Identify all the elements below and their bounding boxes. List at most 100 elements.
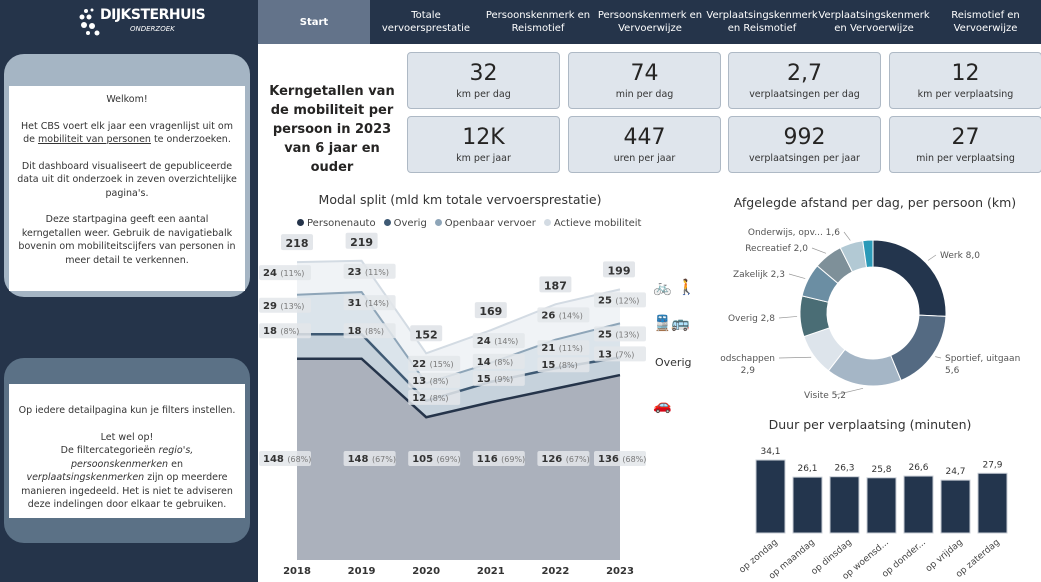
total-label-bg bbox=[603, 261, 635, 278]
dashboard-description: Dit dashboard visualiseert de gepublicee… bbox=[17, 160, 237, 199]
year-tick-label: 2020 bbox=[412, 566, 440, 577]
bar-value-label: 26,6 bbox=[908, 463, 928, 473]
bar-value-label: 26,1 bbox=[797, 464, 817, 474]
kpi-label: verplaatsingen per dag bbox=[749, 89, 860, 100]
walking-icon: 🚶 bbox=[677, 278, 696, 296]
data-label-bg bbox=[472, 451, 525, 466]
total-label: 187 bbox=[544, 279, 567, 292]
data-label-bg bbox=[472, 353, 525, 369]
kpi-title: Kerngetallen van de mobiliteit per perso… bbox=[269, 84, 395, 175]
slice-label: Onderwijs, opv... 1,6 bbox=[748, 228, 840, 238]
data-label-bg bbox=[343, 451, 396, 466]
sidebar: Welkom! Het CBS voert elk jaar een vrage… bbox=[0, 44, 258, 582]
kpi-card: 27 min per verplaatsing bbox=[889, 116, 1041, 173]
train-icon: 🚆 bbox=[653, 314, 672, 332]
data-label: 18 (8%) bbox=[263, 326, 299, 337]
modal-split-legend: Personenauto Overig Openbaar vervoer Act… bbox=[297, 218, 641, 229]
overig-end-label: Overig bbox=[655, 356, 692, 369]
kpi-value: 27 bbox=[951, 125, 980, 150]
data-label: 24 (14%) bbox=[477, 336, 518, 347]
tab-totale-vervoersprestatie[interactable]: Totale vervoersprestatie bbox=[381, 10, 471, 34]
data-label: 26 (14%) bbox=[541, 310, 582, 321]
tab-start[interactable]: Start bbox=[258, 0, 370, 44]
legend-item-openbaar-vervoer[interactable]: Openbaar vervoer bbox=[434, 218, 536, 229]
slice-label: Recreatief 2,0 bbox=[745, 244, 808, 254]
tab-persoonskenmerk-vervoerwijze[interactable]: Persoonskenmerk en Vervoerwijze bbox=[597, 10, 703, 34]
slice-label: Visite 5,2 bbox=[804, 391, 846, 401]
slice-label: Werk 8,0 bbox=[940, 251, 980, 261]
data-label: 15 (9%) bbox=[477, 374, 513, 385]
kpi-label: min per verplaatsing bbox=[916, 153, 1015, 164]
bar bbox=[792, 476, 823, 534]
leader-line bbox=[927, 254, 937, 261]
kpi-card: 992 verplaatsingen per jaar bbox=[728, 116, 881, 173]
logo-subtitle: ONDERZOEK bbox=[130, 25, 175, 33]
bar-value-label: 24,7 bbox=[945, 467, 965, 477]
data-label: 12 (8%) bbox=[412, 393, 448, 404]
data-label-bg bbox=[343, 323, 396, 339]
data-label-bg bbox=[259, 297, 311, 313]
total-label-bg bbox=[281, 234, 313, 251]
total-label: 169 bbox=[479, 305, 502, 318]
kpi-value: 32 bbox=[469, 61, 498, 86]
logo-dots-icon bbox=[79, 8, 100, 36]
series-line bbox=[297, 357, 621, 419]
data-label-bg bbox=[259, 451, 311, 466]
data-label: 105 (69%) bbox=[412, 454, 460, 465]
leader-line bbox=[935, 356, 942, 359]
donut-slice bbox=[890, 314, 947, 382]
bar bbox=[829, 476, 860, 534]
data-label: 24 (11%) bbox=[263, 268, 304, 279]
data-label: 136 (68%) bbox=[598, 454, 646, 465]
year-tick-label: 2018 bbox=[283, 566, 311, 577]
slice-label: Overig 2,8 bbox=[728, 314, 775, 324]
donut-title: Afgelegde afstand per dag, per persoon (… bbox=[733, 195, 1017, 210]
data-label: 25 (13%) bbox=[598, 329, 639, 340]
data-label-bg bbox=[472, 333, 525, 349]
data-label-bg bbox=[594, 326, 646, 342]
bar bbox=[755, 459, 786, 534]
leader-line bbox=[834, 388, 864, 396]
series-line bbox=[296, 259, 621, 355]
tab-reismotief-vervoerwijze[interactable]: Reismotief en Vervoerwijze bbox=[951, 10, 1020, 34]
data-label: 13 (8%) bbox=[412, 376, 448, 387]
leader-line bbox=[843, 231, 851, 241]
tab-verplaatsingskenmerk-vervoerwijze[interactable]: Verplaatsingskenmerk en Vervoerwijze bbox=[818, 10, 930, 34]
kpi-card: 74 min per dag bbox=[568, 52, 721, 109]
legend-item-actieve-mobiliteit[interactable]: Actieve mobiliteit bbox=[543, 218, 641, 229]
kpi-value: 992 bbox=[783, 125, 826, 150]
data-label-bg bbox=[472, 370, 525, 386]
mobiliteit-link[interactable]: mobiliteit van personen bbox=[38, 134, 151, 145]
kpi-value: 447 bbox=[623, 125, 666, 150]
leader-line bbox=[778, 316, 798, 319]
legend-item-personenauto[interactable]: Personenauto bbox=[297, 218, 376, 229]
data-label-bg bbox=[594, 451, 646, 466]
bar-title: Duur per verplaatsing (minuten) bbox=[768, 417, 972, 432]
logo-name: DIJKSTERHUIS bbox=[100, 7, 206, 23]
bar bbox=[977, 472, 1008, 534]
total-label: 199 bbox=[608, 264, 631, 277]
modal-split-title: Modal split (mld km totale vervoersprest… bbox=[318, 192, 602, 207]
year-tick-label: 2021 bbox=[477, 566, 505, 577]
leader-line bbox=[778, 356, 812, 359]
data-label: 14 (8%) bbox=[477, 357, 513, 368]
data-label-bg bbox=[594, 292, 646, 308]
bar-value-label: 25,8 bbox=[871, 465, 891, 475]
data-label-bg bbox=[259, 323, 311, 339]
legend-item-overig[interactable]: Overig bbox=[383, 218, 427, 229]
kpi-label: km per verplaatsing bbox=[917, 89, 1014, 100]
data-label: 29 (13%) bbox=[263, 301, 304, 312]
kpi-value: 12 bbox=[951, 61, 980, 86]
car-icon: 🚗 bbox=[653, 396, 672, 414]
data-label-bg bbox=[408, 372, 461, 388]
total-label-bg bbox=[345, 232, 378, 249]
logo: DIJKSTERHUIS ONDERZOEK bbox=[78, 4, 206, 40]
bar bbox=[866, 477, 897, 534]
data-label-bg bbox=[594, 346, 646, 362]
navigation-hint: Deze startpagina geeft een aantal kernge… bbox=[18, 214, 236, 266]
data-label: 126 (67%) bbox=[541, 454, 589, 465]
tab-persoonskenmerk-reismotief[interactable]: Persoonskenmerk en Reismotief bbox=[485, 10, 591, 34]
kpi-card: 447 uren per jaar bbox=[568, 116, 721, 173]
tab-verplaatsingskenmerk-reismotief[interactable]: Verplaatsingskenmerk en Reismotief bbox=[706, 10, 818, 34]
kpi-value: 74 bbox=[630, 61, 659, 86]
